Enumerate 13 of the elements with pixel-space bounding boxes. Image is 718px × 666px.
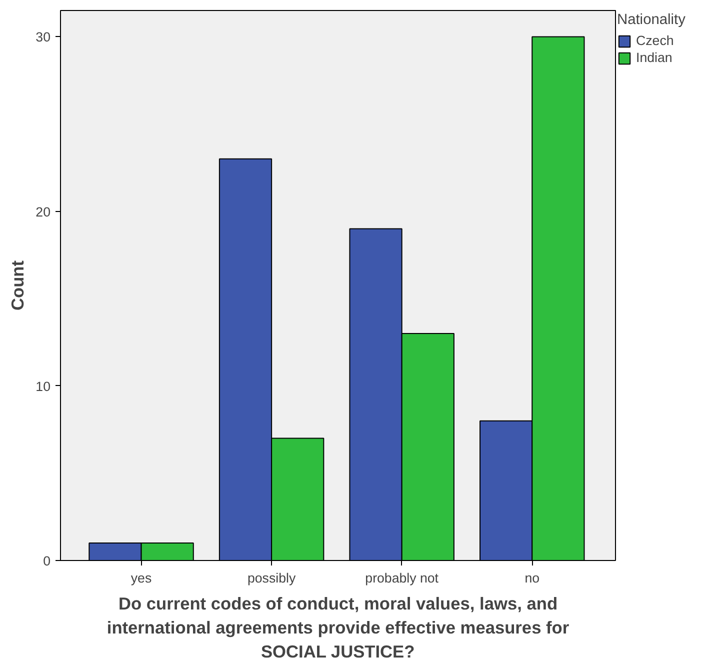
y-tick-label: 30 [36,30,51,45]
y-tick-label: 10 [36,378,51,394]
x-tick-label: probably not [365,570,439,586]
y-tick-label: 0 [43,554,51,568]
legend-label: Indian [636,50,672,65]
x-tick-label: yes [130,570,152,586]
y-axis-title: Count [8,260,28,311]
x-tick-label: possibly [247,570,296,586]
legend-label: Czech [636,33,674,48]
x-tick-label: no [524,570,540,586]
legend-title: Nationality [617,12,686,28]
y-tick-label: 20 [36,204,51,220]
x-axis-title: Do current codes of conduct, moral values, laws, and international agreements provide effective measures for SOCIAL JUSTICE? [106,594,570,662]
